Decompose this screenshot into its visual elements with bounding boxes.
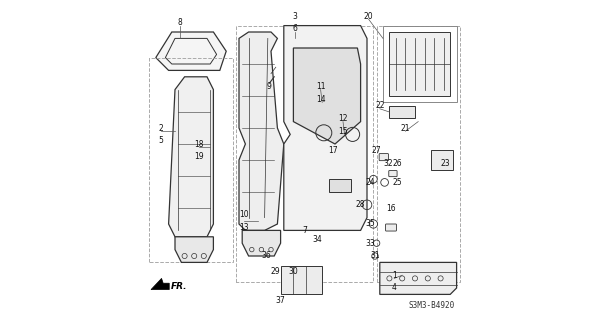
Text: 1: 1 xyxy=(392,271,396,280)
Text: 17: 17 xyxy=(328,146,338,155)
Text: FR.: FR. xyxy=(171,282,188,291)
Text: 12: 12 xyxy=(338,114,348,123)
Polygon shape xyxy=(431,150,453,170)
Text: 5: 5 xyxy=(158,136,163,145)
Polygon shape xyxy=(390,106,415,118)
Text: 11: 11 xyxy=(316,82,325,91)
Text: 25: 25 xyxy=(393,178,402,187)
Text: 19: 19 xyxy=(194,152,204,161)
Polygon shape xyxy=(168,77,213,237)
Text: 35: 35 xyxy=(365,220,375,228)
Polygon shape xyxy=(284,26,367,230)
Polygon shape xyxy=(390,32,450,96)
Text: 2: 2 xyxy=(158,124,163,132)
Text: 8: 8 xyxy=(178,18,182,27)
Text: 15: 15 xyxy=(338,127,348,136)
Text: 28: 28 xyxy=(356,200,365,209)
Text: 30: 30 xyxy=(288,268,298,276)
Text: 13: 13 xyxy=(239,223,248,232)
Text: 22: 22 xyxy=(375,101,385,110)
Text: 24: 24 xyxy=(365,178,375,187)
Polygon shape xyxy=(175,237,213,262)
Text: 21: 21 xyxy=(401,124,410,132)
Text: 37: 37 xyxy=(276,296,285,305)
Polygon shape xyxy=(151,278,169,290)
Text: 4: 4 xyxy=(391,284,397,292)
FancyBboxPatch shape xyxy=(389,171,397,177)
Polygon shape xyxy=(328,179,351,192)
Text: 33: 33 xyxy=(365,239,375,248)
Text: 7: 7 xyxy=(302,226,307,235)
Text: 23: 23 xyxy=(441,159,450,168)
Polygon shape xyxy=(156,32,226,70)
Text: 16: 16 xyxy=(386,204,396,212)
Text: 18: 18 xyxy=(195,140,204,148)
Text: 6: 6 xyxy=(293,24,298,33)
Polygon shape xyxy=(242,230,281,256)
Text: 20: 20 xyxy=(364,12,373,20)
Text: 14: 14 xyxy=(316,95,325,104)
Text: 27: 27 xyxy=(372,146,381,155)
Text: 32: 32 xyxy=(383,159,393,168)
Text: 26: 26 xyxy=(393,159,402,168)
Text: 10: 10 xyxy=(239,210,248,219)
Text: 29: 29 xyxy=(271,268,281,276)
Text: S3M3-B4920: S3M3-B4920 xyxy=(408,301,455,310)
Text: 31: 31 xyxy=(370,252,380,260)
Polygon shape xyxy=(239,32,284,230)
Text: 34: 34 xyxy=(313,236,322,244)
Polygon shape xyxy=(380,262,456,294)
FancyBboxPatch shape xyxy=(379,154,388,161)
Polygon shape xyxy=(281,266,322,294)
Text: 9: 9 xyxy=(267,82,272,91)
Text: 36: 36 xyxy=(261,252,271,260)
Polygon shape xyxy=(293,48,361,144)
FancyBboxPatch shape xyxy=(385,224,396,231)
Text: 3: 3 xyxy=(293,12,298,20)
